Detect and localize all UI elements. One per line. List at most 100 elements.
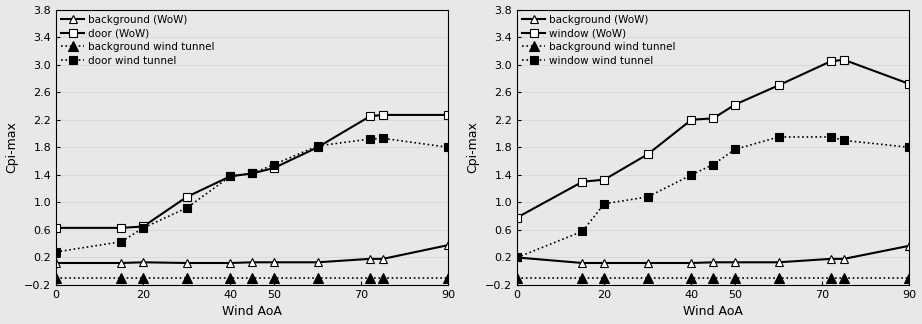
X-axis label: Wind AoA: Wind AoA xyxy=(222,306,282,318)
door (WoW) xyxy=(377,113,388,117)
window wind tunnel xyxy=(838,138,849,142)
door (WoW) xyxy=(443,113,454,117)
window (WoW) xyxy=(577,180,588,184)
background (WoW) xyxy=(598,261,609,265)
window (WoW) xyxy=(729,103,740,107)
background (WoW) xyxy=(773,260,784,264)
door (WoW) xyxy=(225,174,236,178)
X-axis label: Wind AoA: Wind AoA xyxy=(683,306,743,318)
door (WoW) xyxy=(116,226,127,230)
window wind tunnel xyxy=(577,229,588,233)
background wind tunnel xyxy=(686,276,697,280)
background wind tunnel xyxy=(225,276,236,280)
door wind tunnel xyxy=(268,163,279,167)
door (WoW) xyxy=(364,114,375,118)
door (WoW) xyxy=(268,166,279,170)
door (WoW) xyxy=(312,145,323,149)
Line: door wind tunnel: door wind tunnel xyxy=(52,134,453,256)
window (WoW) xyxy=(708,116,719,120)
window (WoW) xyxy=(598,178,609,182)
Line: window wind tunnel: window wind tunnel xyxy=(513,133,914,262)
background (WoW) xyxy=(643,261,654,265)
background (WoW) xyxy=(904,244,915,248)
background (WoW) xyxy=(182,261,193,265)
background wind tunnel xyxy=(825,276,836,280)
background (WoW) xyxy=(443,243,454,247)
door (WoW) xyxy=(182,195,193,199)
background (WoW) xyxy=(729,260,740,264)
background wind tunnel xyxy=(512,276,523,280)
window (WoW) xyxy=(825,59,836,63)
background (WoW) xyxy=(686,261,697,265)
door wind tunnel xyxy=(247,171,258,175)
background (WoW) xyxy=(364,257,375,261)
background (WoW) xyxy=(512,256,523,260)
door wind tunnel xyxy=(443,145,454,149)
window wind tunnel xyxy=(729,147,740,151)
door wind tunnel xyxy=(51,250,62,254)
Legend: background (WoW), door (WoW), background wind tunnel, door wind tunnel: background (WoW), door (WoW), background… xyxy=(59,13,217,68)
background (WoW) xyxy=(708,260,719,264)
window wind tunnel xyxy=(643,195,654,199)
door wind tunnel xyxy=(137,226,148,230)
background (WoW) xyxy=(825,257,836,261)
window (WoW) xyxy=(686,118,697,122)
background (WoW) xyxy=(116,261,127,265)
door wind tunnel xyxy=(377,136,388,140)
background (WoW) xyxy=(577,261,588,265)
background (WoW) xyxy=(377,257,388,261)
door (WoW) xyxy=(247,171,258,175)
background wind tunnel xyxy=(904,276,915,280)
background wind tunnel xyxy=(51,276,62,280)
background (WoW) xyxy=(225,261,236,265)
background wind tunnel xyxy=(377,276,388,280)
window (WoW) xyxy=(904,82,915,86)
Legend: background (WoW), window (WoW), background wind tunnel, window wind tunnel: background (WoW), window (WoW), backgrou… xyxy=(520,13,678,68)
window (WoW) xyxy=(773,83,784,87)
background wind tunnel xyxy=(643,276,654,280)
window wind tunnel xyxy=(512,256,523,260)
background wind tunnel xyxy=(838,276,849,280)
door wind tunnel xyxy=(312,144,323,148)
background (WoW) xyxy=(312,260,323,264)
window wind tunnel xyxy=(773,135,784,139)
door wind tunnel xyxy=(364,137,375,141)
Y-axis label: Cpi-max: Cpi-max xyxy=(467,122,479,173)
background wind tunnel xyxy=(443,276,454,280)
background wind tunnel xyxy=(137,276,148,280)
background wind tunnel xyxy=(182,276,193,280)
door (WoW) xyxy=(51,226,62,230)
background wind tunnel xyxy=(116,276,127,280)
window (WoW) xyxy=(643,152,654,156)
background (WoW) xyxy=(838,257,849,261)
background wind tunnel xyxy=(364,276,375,280)
background (WoW) xyxy=(247,260,258,264)
window wind tunnel xyxy=(598,202,609,206)
background wind tunnel xyxy=(268,276,279,280)
Y-axis label: Cpi-max: Cpi-max xyxy=(6,122,18,173)
door wind tunnel xyxy=(182,206,193,210)
background (WoW) xyxy=(137,260,148,264)
background wind tunnel xyxy=(729,276,740,280)
window wind tunnel xyxy=(686,173,697,177)
door wind tunnel xyxy=(116,240,127,244)
window (WoW) xyxy=(838,58,849,62)
Line: background wind tunnel: background wind tunnel xyxy=(52,273,454,283)
background wind tunnel xyxy=(247,276,258,280)
door (WoW) xyxy=(137,225,148,228)
Line: window (WoW): window (WoW) xyxy=(513,56,914,222)
background wind tunnel xyxy=(598,276,609,280)
Line: background wind tunnel: background wind tunnel xyxy=(513,273,915,283)
background (WoW) xyxy=(51,261,62,265)
background wind tunnel xyxy=(577,276,588,280)
door wind tunnel xyxy=(225,174,236,178)
background wind tunnel xyxy=(708,276,719,280)
window wind tunnel xyxy=(825,135,836,139)
background wind tunnel xyxy=(312,276,323,280)
Line: background (WoW): background (WoW) xyxy=(52,241,453,267)
background (WoW) xyxy=(268,260,279,264)
window wind tunnel xyxy=(708,163,719,167)
Line: door (WoW): door (WoW) xyxy=(52,111,453,232)
background wind tunnel xyxy=(773,276,784,280)
window (WoW) xyxy=(512,215,523,219)
